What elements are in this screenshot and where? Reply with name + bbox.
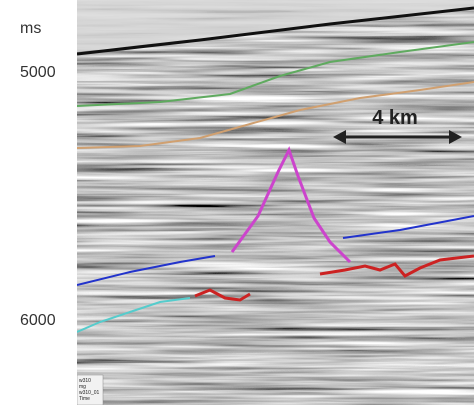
seismic-texture xyxy=(77,0,474,405)
corner-label: Time xyxy=(79,396,90,402)
axis-unit: ms xyxy=(20,20,41,37)
seismic-image: 4 km w310 mg w310_01 Time xyxy=(77,0,474,405)
axis-label: 5000 xyxy=(20,64,56,81)
scale-label: 4 km xyxy=(372,107,418,129)
seismic-figure: ms 5000 6000 4 km w310 mg w310_01 Time xyxy=(0,0,474,405)
axis-label: 6000 xyxy=(20,312,56,329)
page: ms 5000 6000 4 km w310 mg w310_01 Time (… xyxy=(0,0,474,405)
